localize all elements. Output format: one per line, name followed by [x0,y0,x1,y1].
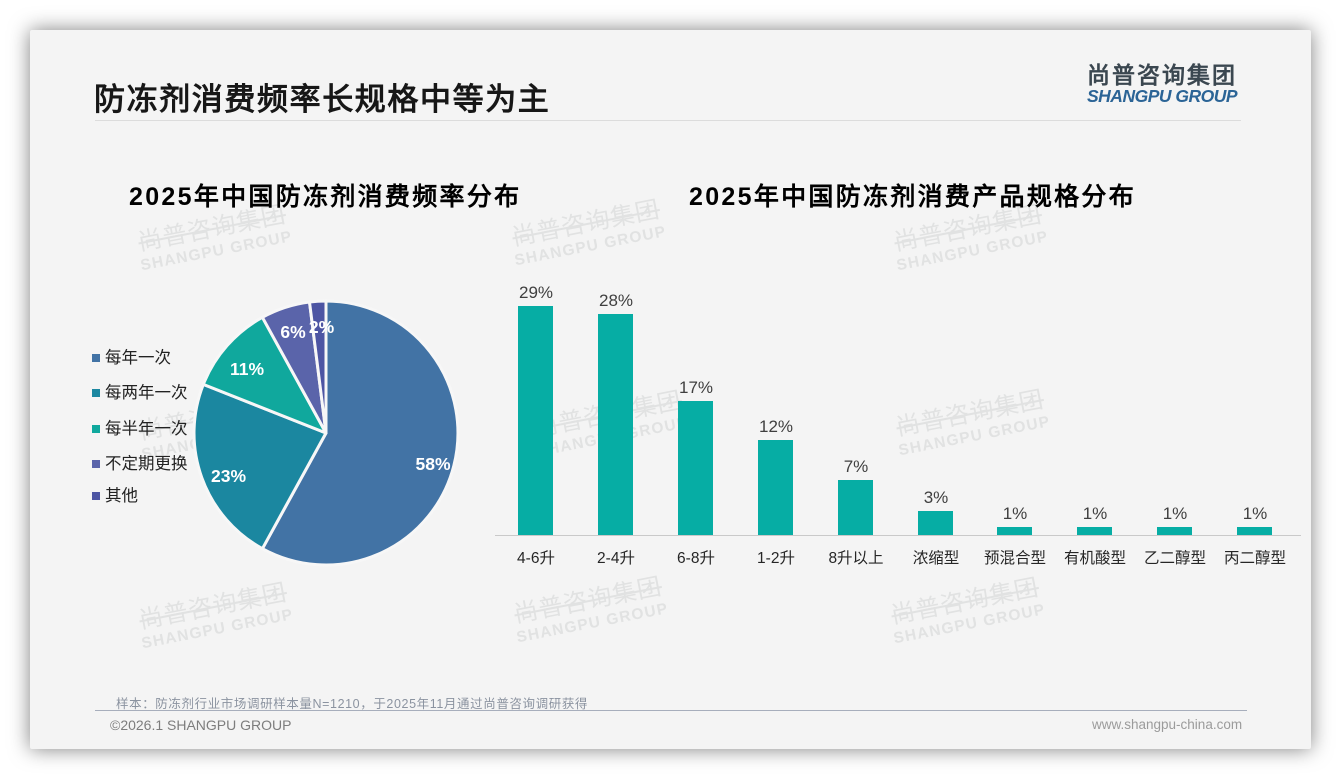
svg-text:6%: 6% [280,322,306,342]
svg-text:11%: 11% [230,359,264,379]
svg-text:2%: 2% [309,317,335,337]
svg-text:58%: 58% [415,454,450,474]
svg-text:23%: 23% [211,466,246,486]
